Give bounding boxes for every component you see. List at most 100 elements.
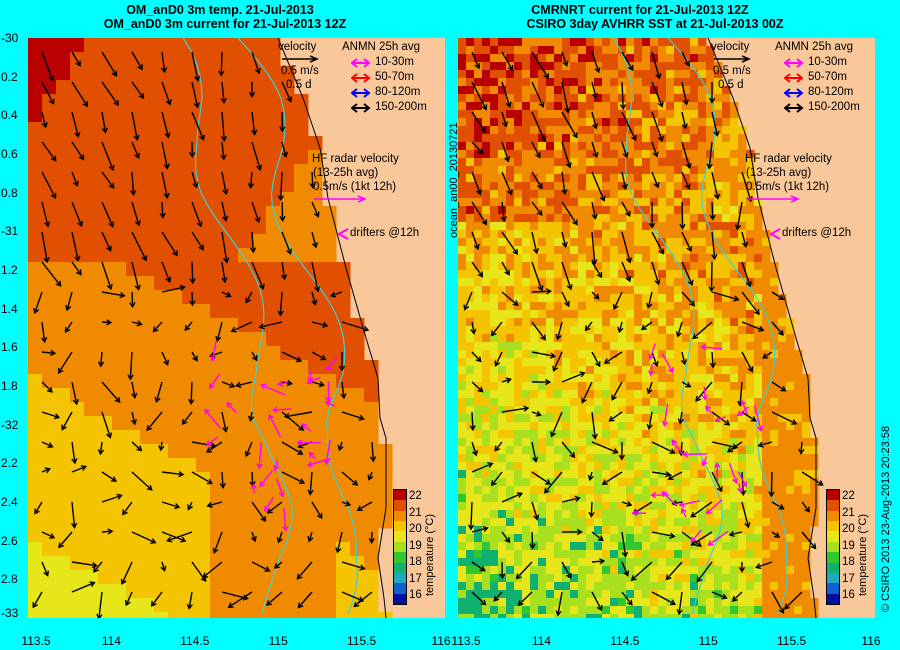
right-current-arrow [471, 261, 484, 278]
left-current-arrow [161, 141, 170, 170]
left-hf-arrow [208, 373, 221, 390]
right-current-arrow [665, 561, 683, 581]
colorbar-swatch [394, 510, 406, 522]
left-current-arrow [41, 111, 48, 129]
left-current-arrow [281, 81, 293, 103]
x-axis-label: 113.5 [21, 634, 51, 648]
left-current-arrow [131, 381, 138, 399]
colorbar-swatch [394, 593, 406, 604]
side-label: ocean_an00_20130721 [448, 122, 460, 238]
right-current-arrow [619, 81, 627, 111]
left-current-arrow [122, 501, 133, 516]
right-current-arrow [471, 231, 480, 251]
left-hf-arrow [282, 507, 289, 532]
right-hf-arrow [737, 406, 749, 417]
left-current-arrow [184, 321, 193, 331]
left-current-arrow [266, 501, 283, 514]
left-current-arrow [101, 51, 118, 77]
left-current-arrow [277, 171, 285, 202]
right-current-arrow [711, 111, 720, 137]
depth-label: 10-30m [808, 56, 847, 68]
left-current-arrow [150, 591, 163, 607]
right-current-arrow [708, 261, 715, 293]
right-current-arrow [494, 441, 503, 452]
colorbar-tick-label: 19 [409, 539, 422, 552]
left-current-arrow [311, 351, 327, 361]
left-current-arrow [251, 201, 261, 224]
colorbar-swatch [827, 500, 839, 511]
colorbar-tick-label: 16 [842, 589, 855, 601]
right-current-arrow [741, 351, 754, 373]
velocity-label: velocity [278, 41, 317, 53]
left-current-arrow [265, 591, 283, 606]
right-current-arrow [501, 291, 519, 307]
right-current-arrow [738, 561, 746, 573]
right-current-arrow [677, 411, 684, 425]
right-current-arrow [471, 141, 484, 155]
left-current-arrow [101, 319, 113, 326]
left-current-arrow [71, 51, 81, 67]
right-current-arrow [651, 81, 664, 108]
left-current-arrow [245, 291, 253, 304]
left-current-arrow [41, 411, 61, 420]
right-current-arrow [603, 351, 623, 364]
left-current-arrow [230, 321, 253, 333]
right-current-arrow [561, 111, 578, 139]
left-current-arrow [280, 261, 288, 281]
left-current-arrow [41, 171, 57, 199]
left-current-arrow [71, 171, 79, 187]
right-current-arrow [621, 111, 637, 142]
right-current-arrow [463, 291, 473, 311]
right-current-arrow [651, 171, 660, 189]
right-current-arrow [501, 531, 511, 544]
right-current-arrow [801, 531, 817, 550]
x-axis-label: 115 [268, 634, 288, 648]
scale-arrow [714, 55, 751, 63]
left-current-arrow [251, 51, 261, 75]
right-current-arrow [531, 288, 552, 295]
right-current-arrow [646, 381, 653, 395]
left-current-arrow [71, 561, 98, 569]
left-hf-arrow [306, 458, 331, 468]
left-current-arrow [154, 381, 163, 404]
left-current-arrow [340, 381, 347, 400]
left-current-arrow [41, 141, 57, 162]
depth-label: 150-200m [375, 101, 427, 113]
left-current-arrow [96, 591, 103, 618]
right-current-arrow [651, 231, 665, 255]
left-current-arrow [220, 141, 227, 161]
colorbar-swatch [827, 572, 839, 584]
right-hf-arrow [671, 439, 684, 455]
hf-scale-arrow [314, 195, 367, 203]
y-axis-label: 1.6 [1, 340, 18, 355]
left-current-arrow [131, 471, 153, 491]
right-current-arrow [801, 471, 824, 486]
right-current-arrow [734, 201, 743, 231]
right-current-arrow [646, 291, 653, 309]
left-current-arrow [101, 291, 126, 299]
right-current-arrow [681, 291, 696, 307]
left-current-arrow [311, 501, 323, 520]
x-axis-label: 115.5 [777, 634, 807, 648]
drifter-marker-icon [336, 228, 349, 240]
left-current-arrow [202, 561, 223, 579]
right-current-arrow [531, 201, 543, 216]
drifters-label: drifters @12h [350, 227, 420, 239]
left-current-arrow [131, 81, 145, 100]
depth-arrow-icon [784, 88, 804, 98]
left-current-arrow [57, 351, 73, 375]
left-current-arrow [206, 501, 223, 508]
right-current-arrow [621, 500, 633, 507]
colorbar-tick-label: 19 [842, 539, 855, 552]
right-hf-arrow [705, 499, 723, 515]
right-current-arrow [621, 51, 634, 72]
left-current-arrow [248, 81, 256, 99]
right-current-arrow [561, 261, 573, 291]
right-current-arrow [692, 321, 713, 340]
right-current-arrow [646, 411, 653, 431]
right-current-arrow [591, 111, 599, 130]
right-current-arrow [499, 561, 506, 580]
right-current-arrow [531, 111, 547, 143]
y-axis-label: 0.4 [1, 108, 18, 123]
colorbar-tick-label: 18 [842, 556, 855, 568]
